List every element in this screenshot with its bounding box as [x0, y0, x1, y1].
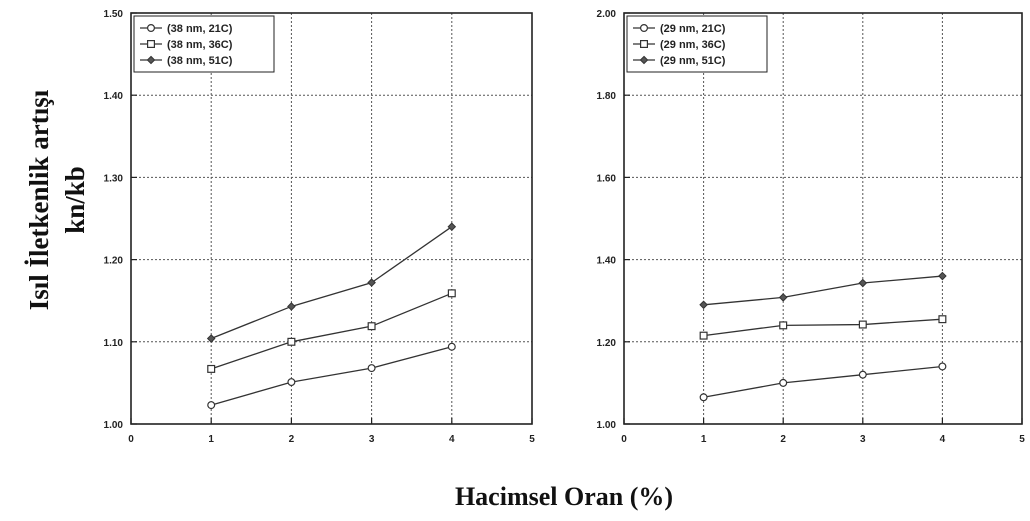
data-point [447, 342, 456, 351]
series-line [703, 365, 943, 398]
data-point [699, 331, 708, 340]
data-point [367, 322, 376, 331]
data-point [699, 393, 708, 402]
y-tick-label: 1.60 [597, 173, 617, 184]
data-point [367, 364, 376, 373]
series-line [210, 292, 453, 370]
data-point [779, 378, 788, 387]
legend-label: (29 nm, 36C) [660, 39, 726, 51]
data-point [938, 315, 947, 324]
x-tick-label: 2 [780, 434, 786, 445]
data-point [287, 378, 296, 387]
data-point [938, 362, 947, 371]
y-tick-label: 1.40 [597, 256, 617, 267]
x-tick-label: 2 [289, 434, 295, 445]
data-point [858, 370, 867, 379]
x-tick-label: 4 [449, 434, 455, 445]
right-chart: 0 1 2 3 4 5 1.00 1.20 1.40 1.60 1.80 2.00 (29 nm, 21… [597, 9, 1026, 445]
legend-marker [147, 39, 156, 48]
y-tick-label: 1.00 [597, 420, 617, 431]
data-point [207, 364, 216, 373]
data-point [367, 278, 376, 287]
x-tick-label: 1 [701, 434, 707, 445]
x-tick-label: 1 [208, 434, 214, 445]
legend-label: (38 nm, 36C) [167, 39, 233, 51]
data-point [206, 334, 216, 343]
data-point [858, 320, 867, 329]
x-axis-label: Hacimsel Oran (%) [455, 482, 673, 511]
x-tick-label: 3 [369, 434, 375, 445]
legend-marker [639, 24, 648, 33]
y-tick-label: 1.00 [104, 420, 124, 431]
series-line [210, 226, 453, 340]
x-tick-label: 0 [621, 434, 627, 445]
data-point [779, 321, 788, 330]
data-point [447, 222, 457, 232]
data-point [287, 337, 296, 346]
data-point [858, 278, 868, 288]
y-tick-label: 1.10 [104, 338, 124, 349]
data-point [447, 289, 456, 298]
data-point [778, 293, 788, 302]
legend-marker [639, 39, 648, 48]
legend-label: (29 nm, 21C) [660, 23, 726, 35]
x-tick-label: 3 [860, 434, 866, 445]
y-tick-label: 1.20 [597, 338, 617, 349]
legend-marker [147, 24, 156, 33]
plot-frame [623, 12, 1023, 425]
legend-label: (38 nm, 21C) [167, 23, 233, 35]
y-tick-label: 1.80 [597, 91, 617, 102]
x-tick-label: 5 [529, 434, 535, 445]
legend-marker [146, 55, 156, 65]
series-line [703, 275, 943, 306]
y-tick-label: 1.50 [104, 9, 124, 20]
data-point [699, 300, 708, 310]
legend-label: (29 nm, 51C) [660, 55, 726, 67]
y-axis-label-line2: kn/kb [60, 166, 90, 234]
series-line [211, 346, 452, 406]
left-chart: 0 1 2 3 4 5 1.00 1.10 1.20 1.30 1.40 1.50 (38 nm, 21… [104, 9, 536, 445]
y-tick-label: 2.00 [597, 9, 617, 20]
x-tick-label: 4 [940, 434, 946, 445]
x-tick-label: 5 [1019, 434, 1025, 445]
x-tick-label: 0 [128, 434, 134, 445]
y-axis-label-line1: Isıl İletkenlik artışı [24, 89, 54, 310]
legend-marker [639, 55, 649, 65]
data-point [287, 302, 296, 311]
legend-label: (38 nm, 51C) [167, 55, 233, 67]
y-tick-label: 1.20 [104, 256, 124, 267]
data-point [207, 401, 216, 410]
plot-frame [130, 12, 533, 425]
y-tick-label: 1.40 [104, 91, 124, 102]
data-point [938, 271, 947, 281]
series-line [703, 318, 943, 337]
y-tick-label: 1.30 [104, 173, 124, 184]
